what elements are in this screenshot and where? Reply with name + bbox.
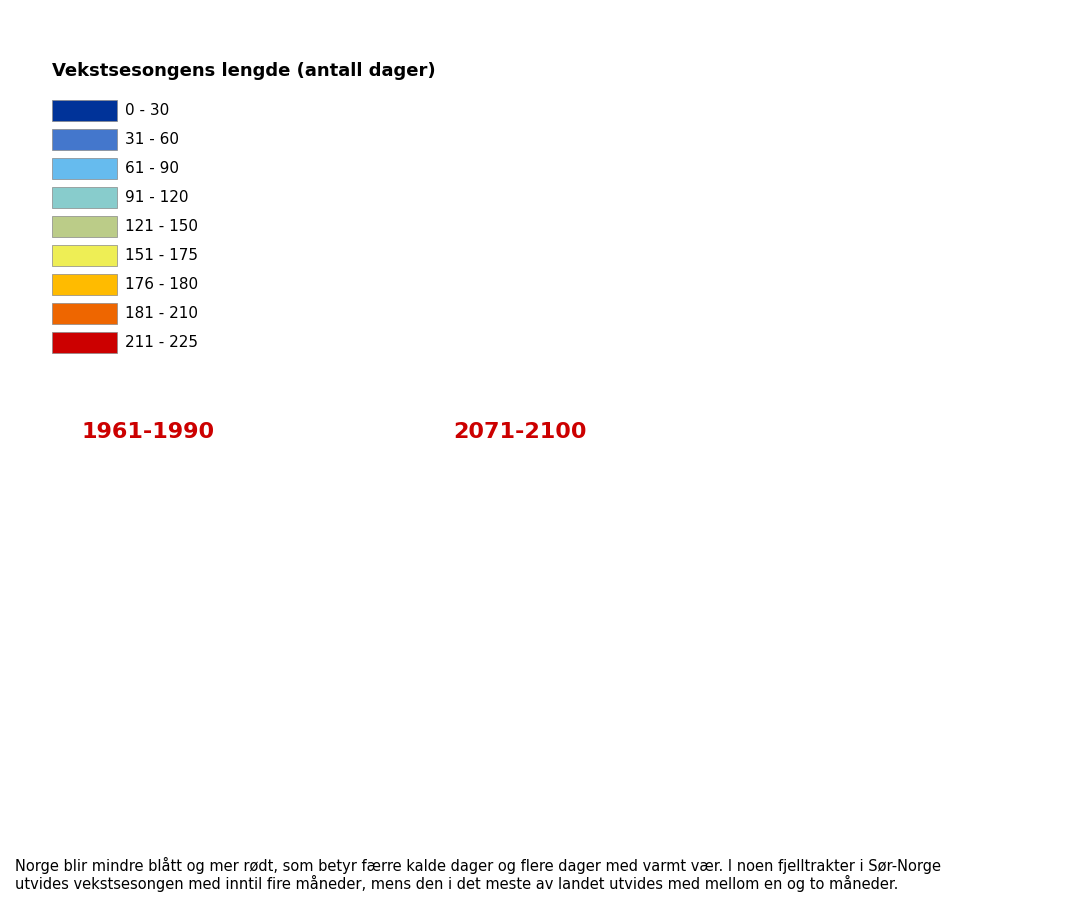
Text: 176 - 180: 176 - 180 xyxy=(125,277,198,292)
Text: 2071-2100: 2071-2100 xyxy=(453,422,586,442)
Text: 31 - 60: 31 - 60 xyxy=(125,132,179,147)
Text: 181 - 210: 181 - 210 xyxy=(125,306,198,321)
Bar xyxy=(52,274,117,295)
Text: 121 - 150: 121 - 150 xyxy=(125,219,198,234)
Bar xyxy=(52,158,117,179)
Bar xyxy=(52,187,117,208)
Text: 211 - 225: 211 - 225 xyxy=(125,335,198,350)
Bar xyxy=(52,332,117,353)
Text: Norge blir mindre blått og mer rødt, som betyr færre kalde dager og flere dager : Norge blir mindre blått og mer rødt, som… xyxy=(15,857,941,874)
Bar xyxy=(52,216,117,237)
Text: Vekstsesongens lengde (antall dager): Vekstsesongens lengde (antall dager) xyxy=(52,62,436,80)
Text: 1961-1990: 1961-1990 xyxy=(82,422,215,442)
Text: 61 - 90: 61 - 90 xyxy=(125,161,179,176)
Bar xyxy=(52,303,117,324)
Bar xyxy=(52,245,117,266)
Text: 91 - 120: 91 - 120 xyxy=(125,190,189,205)
Text: utvides vekstsesongen med inntil fire måneder, mens den i det meste av landet ut: utvides vekstsesongen med inntil fire må… xyxy=(15,875,898,892)
Bar xyxy=(52,129,117,150)
Text: 151 - 175: 151 - 175 xyxy=(125,248,198,263)
Bar xyxy=(52,100,117,121)
Text: 0 - 30: 0 - 30 xyxy=(125,103,169,118)
